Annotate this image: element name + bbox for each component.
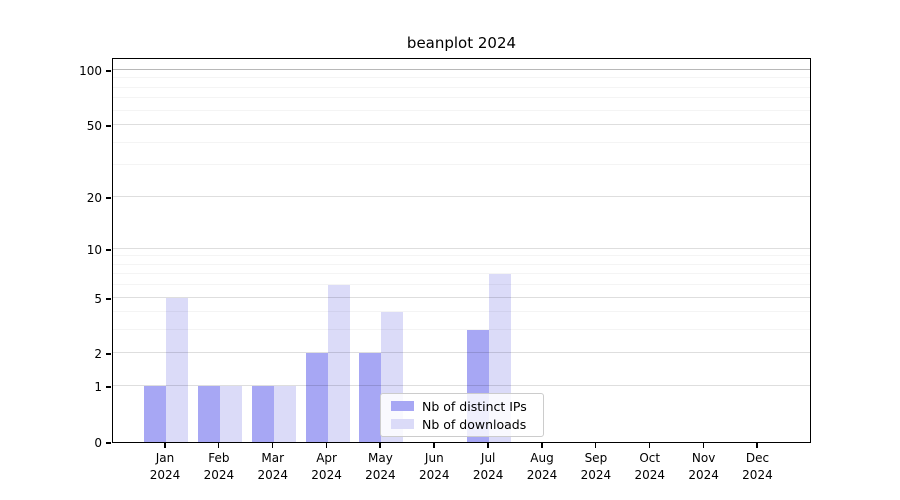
plot-area: Nb of distinct IPs Nb of downloads	[112, 58, 811, 443]
y-tick-mark	[106, 298, 111, 300]
x-tick-label: Nov 2024	[688, 451, 719, 482]
y-tick-label: 20	[86, 191, 102, 205]
x-tick-label: Oct 2024	[634, 451, 665, 482]
bar-downloads	[273, 386, 296, 442]
bar-downloads	[327, 285, 350, 442]
x-tick-mark	[594, 443, 597, 448]
gridline-minor	[113, 142, 810, 143]
gridline-minor	[113, 87, 810, 88]
x-tick-label: Jan 2024	[149, 451, 181, 482]
legend-swatch-distinct-ips	[391, 401, 414, 411]
y-tick-label: 100	[79, 64, 102, 78]
gridline-minor	[113, 273, 810, 274]
gridline-minor	[113, 329, 810, 330]
y-tick-label: 10	[86, 243, 102, 257]
bar-downloads	[219, 386, 242, 442]
x-tick-mark	[702, 443, 705, 448]
gridline-minor	[113, 264, 810, 265]
gridline-minor	[113, 77, 810, 78]
x-tick-label: Apr 2024	[311, 451, 342, 482]
legend: Nb of distinct IPs Nb of downloads	[380, 393, 544, 437]
x-tick-mark	[487, 443, 489, 448]
x-tick-label: Jul 2024	[472, 451, 504, 482]
x-tick-label: Mar 2024	[257, 451, 288, 482]
bar-downloads	[166, 298, 188, 442]
legend-entry: Nb of distinct IPs	[381, 399, 543, 414]
x-tick-label: Dec 2024	[742, 451, 773, 482]
x-tick-mark	[379, 443, 381, 448]
legend-label: Nb of downloads	[422, 416, 527, 432]
bar-distinct-ips	[144, 386, 166, 442]
x-tick-mark	[217, 443, 220, 448]
gridline-minor	[113, 255, 810, 256]
gridline-major	[113, 124, 810, 125]
x-tick-label: Aug 2024	[526, 451, 558, 482]
gridline-major	[113, 69, 810, 70]
y-tick-label: 0	[94, 436, 102, 450]
gridline-minor	[113, 164, 810, 165]
y-tick-mark	[106, 386, 111, 388]
gridline-major	[113, 248, 810, 249]
y-tick-label: 5	[94, 292, 102, 306]
x-tick-label: Jun 2024	[419, 451, 450, 482]
y-tick-mark	[106, 442, 111, 444]
y-tick-mark	[106, 70, 111, 72]
bar-distinct-ips	[305, 353, 328, 442]
chart-title: beanplot 2024	[406, 34, 517, 52]
gridline-major	[113, 297, 810, 298]
y-tick-mark	[106, 249, 111, 251]
x-tick-mark	[541, 443, 543, 448]
gridline-major	[113, 352, 810, 353]
x-tick-label: May 2024	[365, 451, 396, 482]
legend-swatch-downloads	[391, 419, 414, 429]
y-tick-label: 2	[94, 347, 102, 361]
bar-distinct-ips	[251, 386, 274, 442]
y-tick-mark	[106, 197, 111, 199]
legend-label: Nb of distinct IPs	[422, 398, 527, 414]
gridline-minor	[113, 311, 810, 312]
x-tick-mark	[648, 443, 651, 448]
x-tick-mark	[433, 443, 435, 448]
y-tick-mark	[106, 125, 111, 127]
gridline-major	[113, 196, 810, 197]
y-tick-mark	[106, 353, 111, 355]
gridline-minor	[113, 97, 810, 98]
x-tick-label: Sep 2024	[580, 451, 612, 482]
gridline-minor	[113, 284, 810, 285]
y-tick-label: 50	[86, 119, 102, 133]
y-tick-label: 1	[94, 380, 102, 394]
x-tick-label: Feb 2024	[203, 451, 235, 482]
x-tick-mark	[325, 443, 328, 448]
x-tick-mark	[164, 443, 166, 448]
bar-distinct-ips	[359, 353, 382, 442]
bar-distinct-ips	[197, 386, 220, 442]
gridline-major	[113, 385, 810, 386]
gridline-minor	[113, 110, 810, 111]
x-tick-mark	[756, 443, 758, 448]
x-tick-mark	[271, 443, 274, 448]
legend-entry: Nb of downloads	[381, 417, 543, 432]
